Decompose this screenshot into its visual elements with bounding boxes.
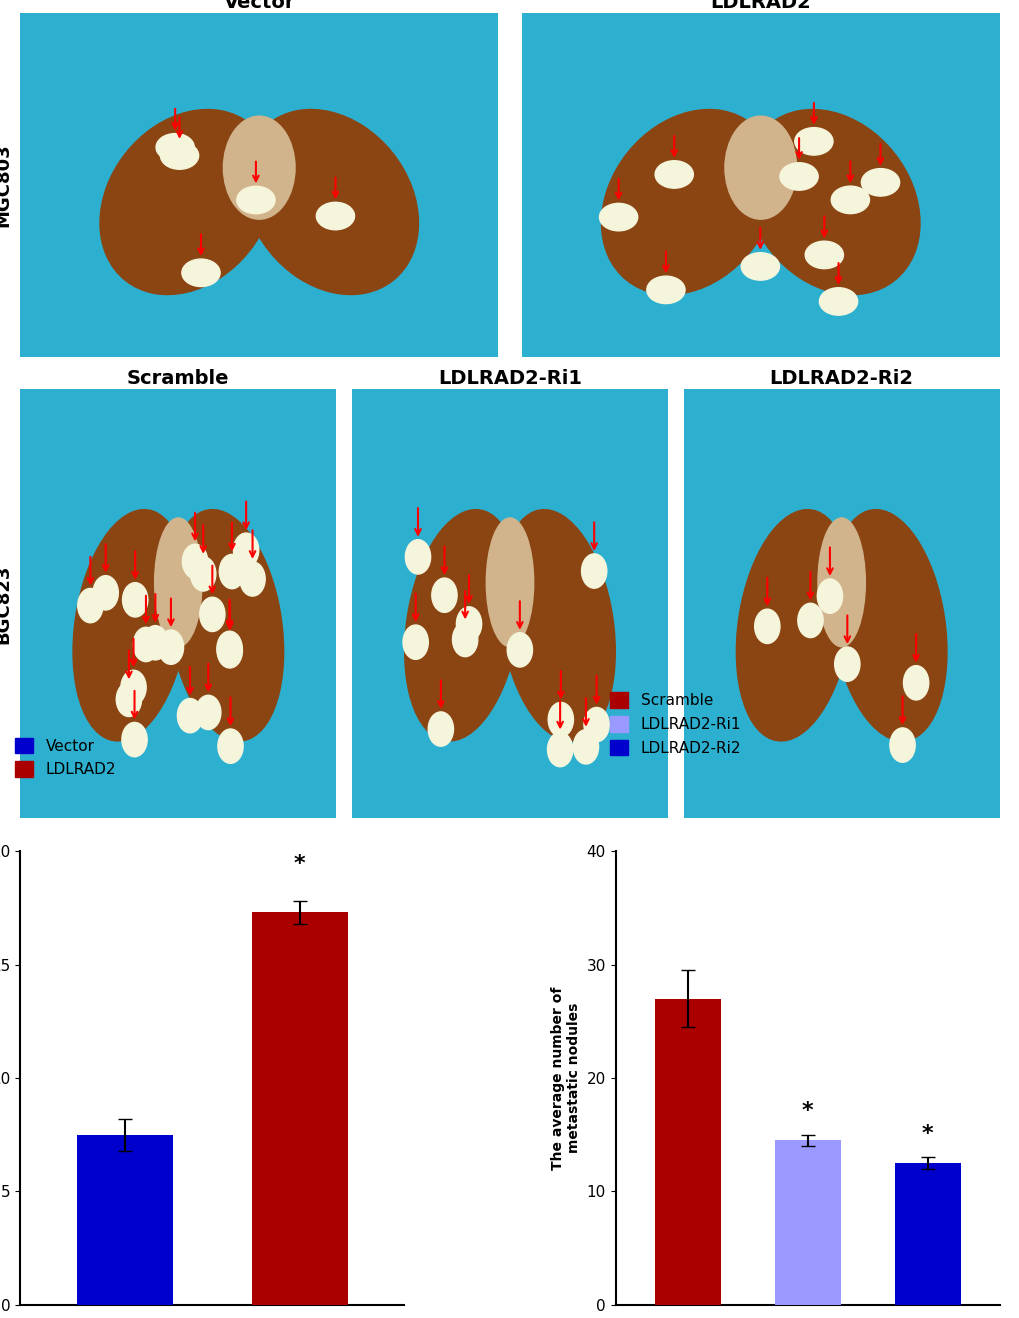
- Ellipse shape: [744, 109, 919, 294]
- Circle shape: [547, 702, 573, 737]
- Text: *: *: [921, 1124, 932, 1144]
- Circle shape: [573, 730, 598, 764]
- Legend: Vector, LDLRAD2: Vector, LDLRAD2: [9, 731, 122, 783]
- Circle shape: [452, 622, 477, 656]
- Ellipse shape: [244, 109, 418, 294]
- Ellipse shape: [725, 116, 796, 219]
- Circle shape: [754, 609, 780, 643]
- Circle shape: [158, 630, 183, 664]
- Text: *: *: [293, 854, 305, 874]
- Circle shape: [219, 555, 245, 589]
- Ellipse shape: [167, 510, 283, 741]
- Title: LDLRAD2: LDLRAD2: [709, 0, 810, 12]
- Circle shape: [133, 627, 158, 662]
- Circle shape: [143, 626, 168, 660]
- Y-axis label: The average number of
metastatic nodules: The average number of metastatic nodules: [550, 986, 581, 1169]
- Title: LDLRAD2-Ri2: LDLRAD2-Ri2: [769, 369, 913, 387]
- Circle shape: [200, 597, 225, 631]
- Circle shape: [428, 712, 453, 746]
- Circle shape: [794, 128, 833, 156]
- Circle shape: [903, 666, 928, 700]
- Circle shape: [122, 583, 148, 617]
- Circle shape: [181, 260, 220, 286]
- Circle shape: [196, 696, 221, 730]
- Bar: [773, 1140, 840, 1305]
- Circle shape: [316, 202, 355, 229]
- Ellipse shape: [601, 109, 775, 294]
- Legend: Scramble, LDLRAD2-Ri1, LDLRAD2-Ri2: Scramble, LDLRAD2-Ri1, LDLRAD2-Ri2: [603, 687, 747, 762]
- Circle shape: [889, 728, 914, 762]
- Circle shape: [834, 647, 859, 681]
- Circle shape: [217, 634, 243, 668]
- Ellipse shape: [155, 518, 202, 647]
- Ellipse shape: [499, 510, 614, 741]
- Circle shape: [581, 554, 606, 588]
- Circle shape: [177, 699, 203, 733]
- Y-axis label: MGC803: MGC803: [0, 144, 12, 227]
- Circle shape: [646, 277, 685, 303]
- Circle shape: [405, 539, 430, 575]
- Title: Scramble: Scramble: [127, 369, 229, 387]
- Ellipse shape: [73, 510, 189, 741]
- Circle shape: [77, 588, 103, 623]
- Circle shape: [236, 186, 275, 214]
- Ellipse shape: [830, 510, 946, 741]
- Circle shape: [431, 579, 457, 613]
- Circle shape: [93, 576, 118, 610]
- Ellipse shape: [486, 518, 533, 647]
- Ellipse shape: [223, 116, 294, 219]
- Bar: [654, 999, 719, 1305]
- Circle shape: [506, 633, 532, 667]
- Circle shape: [861, 169, 899, 196]
- Y-axis label: BGC823: BGC823: [0, 564, 12, 643]
- Circle shape: [218, 729, 243, 763]
- Circle shape: [121, 671, 146, 705]
- Ellipse shape: [100, 109, 275, 294]
- Circle shape: [599, 203, 637, 231]
- Circle shape: [160, 142, 199, 169]
- Circle shape: [816, 579, 842, 613]
- Circle shape: [818, 287, 857, 315]
- Bar: [252, 912, 347, 1305]
- Title: Vector: Vector: [223, 0, 294, 12]
- Circle shape: [547, 733, 573, 767]
- Circle shape: [455, 606, 481, 641]
- Ellipse shape: [817, 518, 864, 647]
- Circle shape: [584, 708, 608, 742]
- Circle shape: [233, 532, 259, 567]
- Ellipse shape: [405, 510, 520, 741]
- Circle shape: [156, 133, 194, 161]
- Title: LDLRAD2-Ri1: LDLRAD2-Ri1: [437, 369, 582, 387]
- Circle shape: [403, 625, 428, 659]
- Circle shape: [191, 556, 216, 590]
- Circle shape: [121, 722, 147, 757]
- Circle shape: [217, 631, 242, 666]
- Text: *: *: [801, 1101, 812, 1122]
- Circle shape: [116, 683, 142, 717]
- Circle shape: [182, 544, 208, 579]
- Circle shape: [239, 561, 265, 596]
- Circle shape: [804, 241, 843, 269]
- Circle shape: [830, 186, 868, 214]
- Circle shape: [654, 161, 693, 188]
- Circle shape: [797, 604, 822, 638]
- Circle shape: [741, 253, 779, 281]
- Bar: [894, 1162, 960, 1305]
- Circle shape: [780, 162, 817, 190]
- Ellipse shape: [736, 510, 852, 741]
- Bar: [77, 1135, 173, 1305]
